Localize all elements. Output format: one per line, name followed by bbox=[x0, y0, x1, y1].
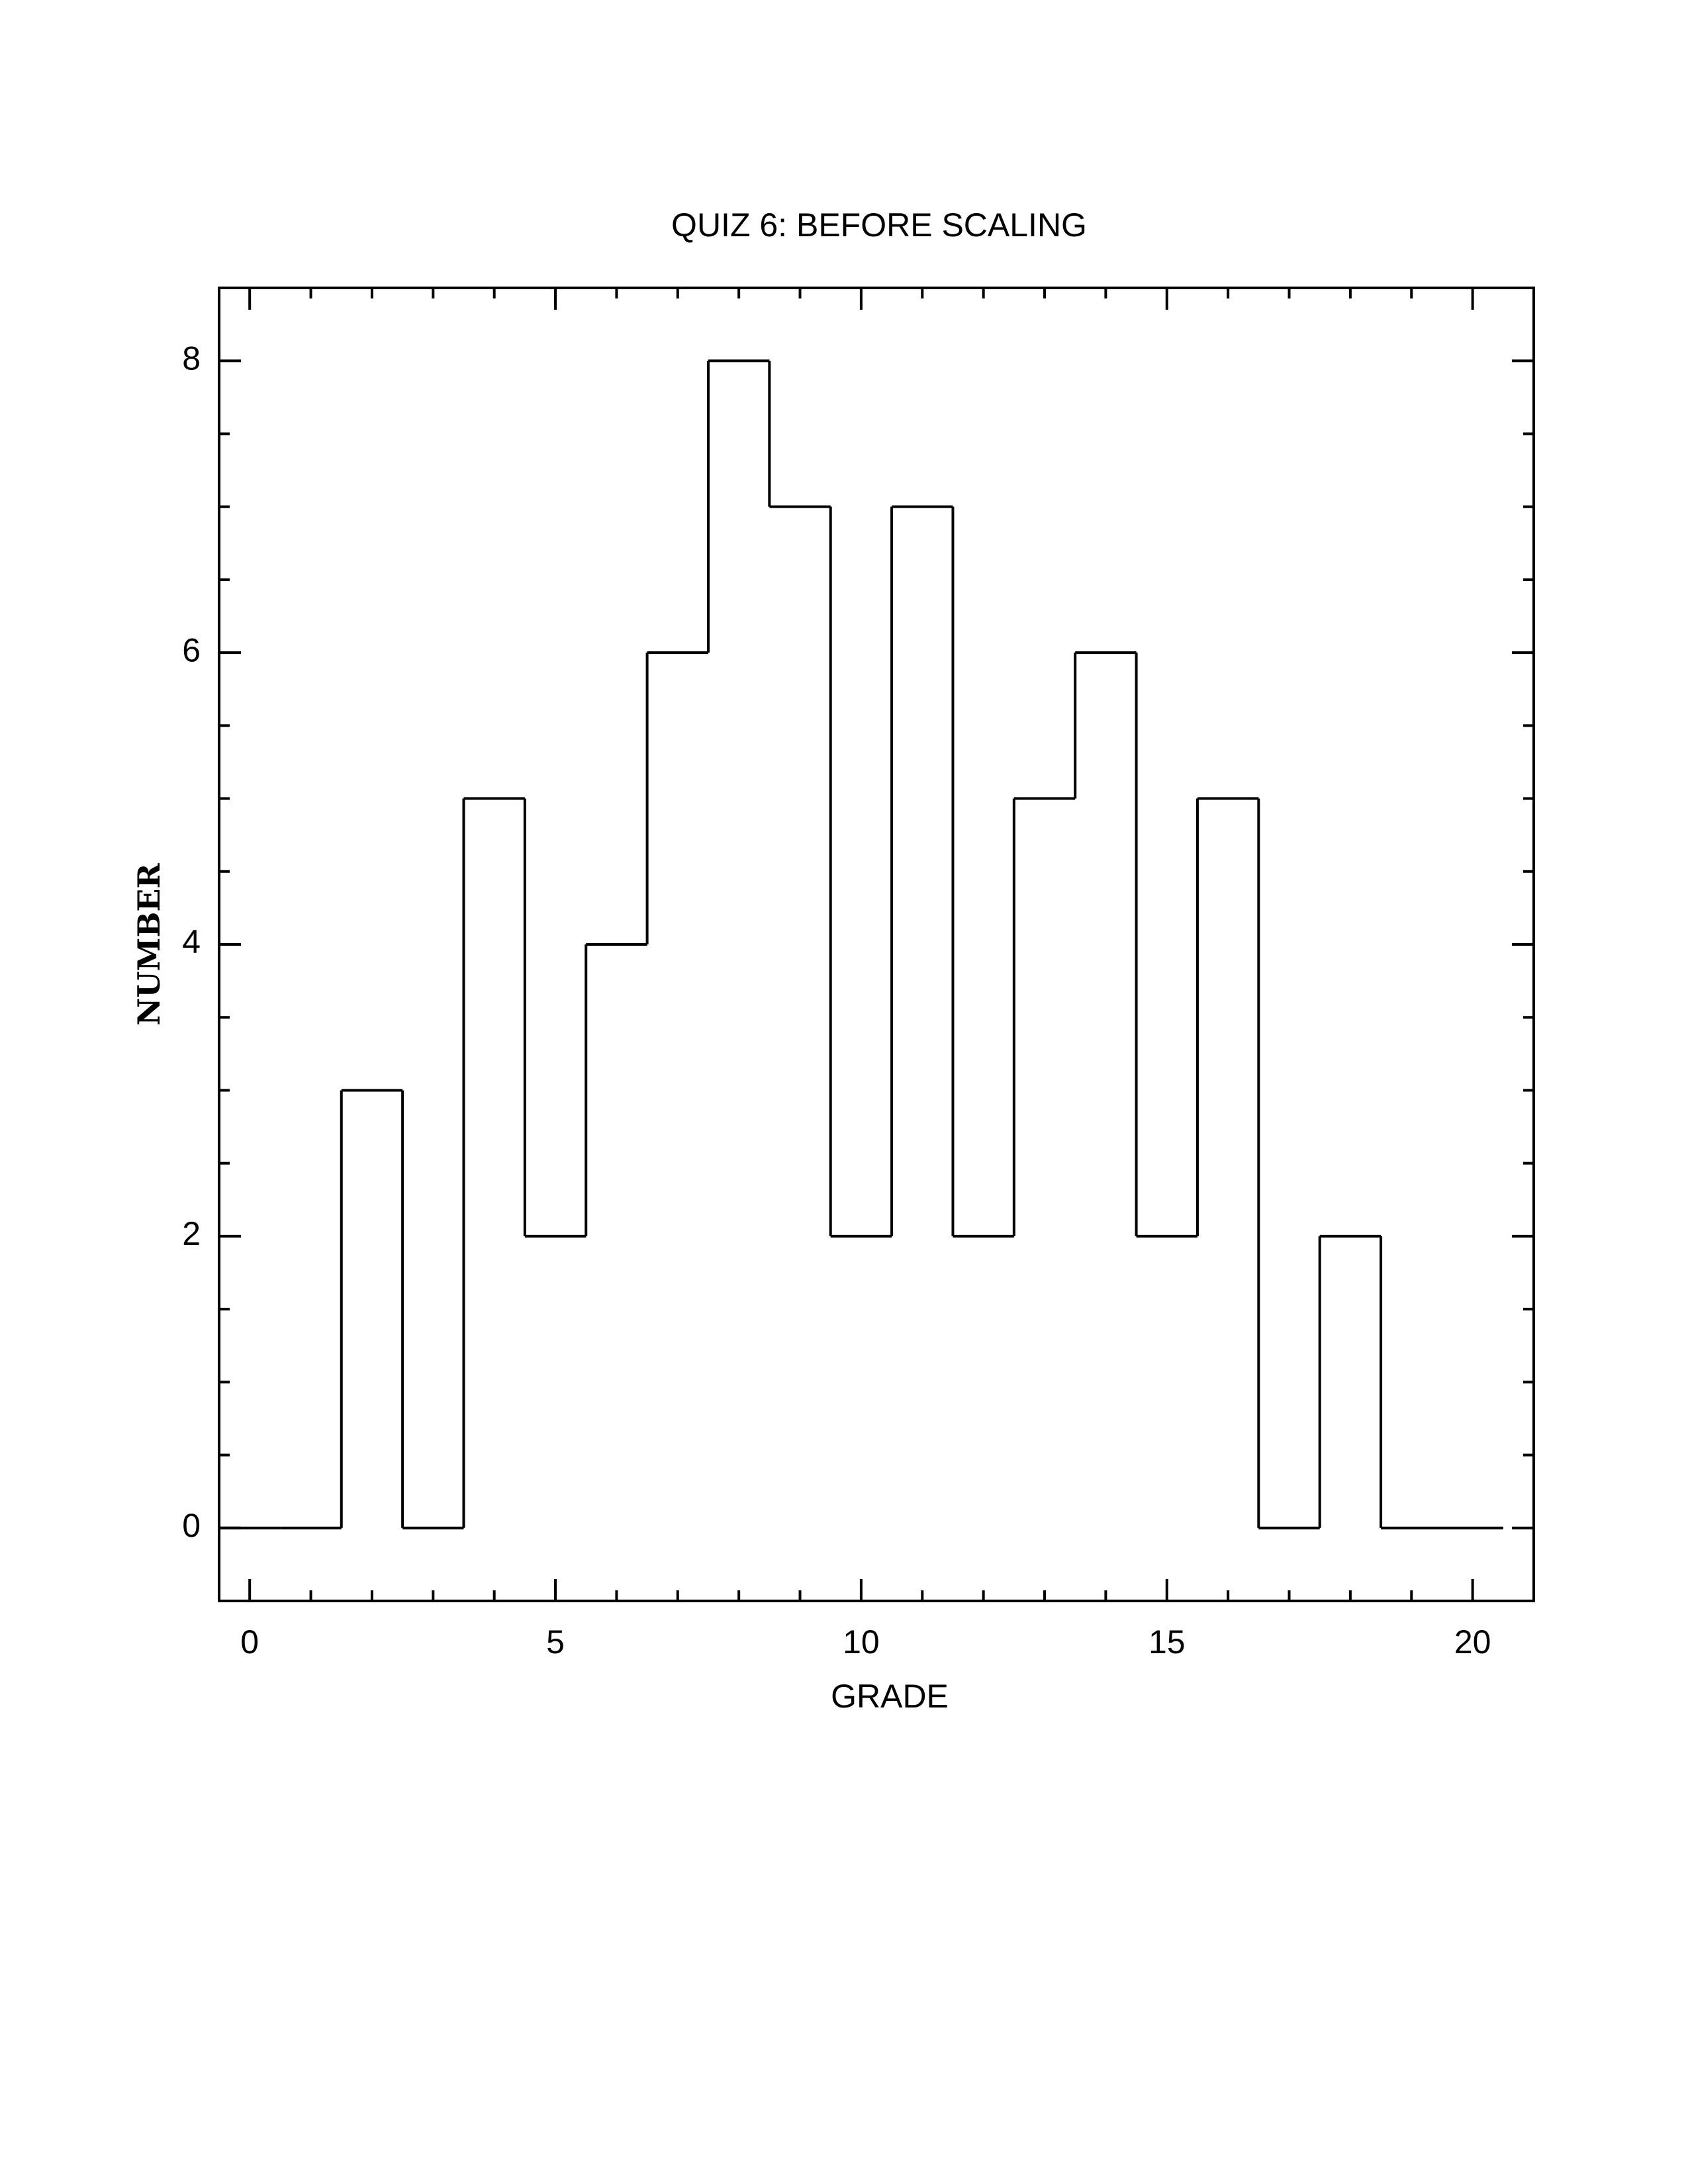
x-tick-label: 15 bbox=[1149, 1623, 1186, 1661]
y-tick-label: 8 bbox=[182, 340, 201, 377]
y-tick-label: 4 bbox=[182, 923, 201, 960]
y-tick-label: 6 bbox=[182, 631, 201, 668]
x-axis-label: GRADE bbox=[831, 1678, 949, 1715]
y-tick-label: 2 bbox=[182, 1215, 201, 1252]
x-tick-label: 10 bbox=[843, 1623, 880, 1661]
y-axis-label: NUMBER bbox=[131, 863, 167, 1026]
x-tick-label: 0 bbox=[240, 1623, 259, 1661]
chart-title: QUIZ 6: BEFORE SCALING bbox=[671, 206, 1087, 244]
x-tick-label: 20 bbox=[1454, 1623, 1491, 1661]
y-tick-label: 0 bbox=[182, 1507, 201, 1544]
x-tick-label: 5 bbox=[546, 1623, 565, 1661]
plot-frame bbox=[218, 287, 1535, 1602]
